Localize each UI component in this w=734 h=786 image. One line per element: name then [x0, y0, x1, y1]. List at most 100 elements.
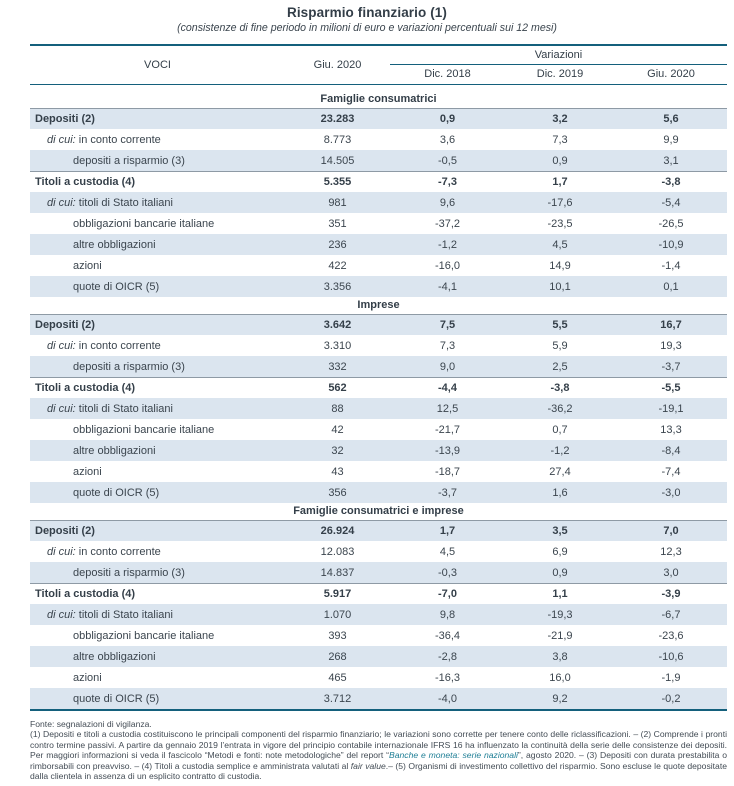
- table-row: altre obbligazioni 268 -2,8 3,8 -10,6: [30, 646, 727, 667]
- column-header-giu2020: Giu. 2020: [313, 59, 362, 71]
- cell-value: 43: [331, 465, 344, 478]
- table-row: Titoli a custodia (4) 5.917 -7,0 1,1 -3,9: [30, 583, 727, 604]
- cell-value: -6,7: [661, 608, 681, 621]
- cell-value: -3,8: [550, 382, 570, 394]
- cell-value: 1,6: [552, 486, 568, 499]
- table-row: Depositi (2) 23.283 0,9 3,2 5,6: [30, 108, 727, 129]
- cell-value: 7,3: [552, 133, 568, 146]
- table-row: depositi a risparmio (3) 14.505 -0,5 0,9 3,1: [30, 150, 727, 171]
- cell-value: -4,4: [438, 382, 457, 394]
- cell-value: 7,0: [663, 525, 679, 537]
- cell-value: 8.773: [323, 133, 352, 146]
- cell-value: 268: [328, 650, 347, 663]
- table-row: altre obbligazioni 236 -1,2 4,5 -10,9: [30, 234, 727, 255]
- cell-value: 6,9: [552, 545, 568, 558]
- table-row: di cui: in conto corrente 12.083 4,5 6,9 12,…: [30, 541, 727, 562]
- cell-value: -7,3: [438, 176, 457, 188]
- cell-value: -21,9: [547, 629, 573, 642]
- cell-value: -1,4: [661, 259, 681, 272]
- table-row: Depositi (2) 26.924 1,7 3,5 7,0: [30, 520, 727, 541]
- cell-value: -1,2: [438, 238, 457, 251]
- cell-value: 351: [328, 217, 347, 230]
- column-header-dic2018: Dic. 2018: [424, 68, 471, 80]
- table-row: azioni 422 -16,0 14,9 -1,4: [30, 255, 727, 276]
- row-label: Titoli a custodia (4): [35, 382, 136, 394]
- table-row: quote di OICR (5) 356 -3,7 1,6 -3,0: [30, 482, 727, 503]
- cell-value: -36,4: [434, 629, 461, 642]
- table-row: depositi a risparmio (3) 332 9,0 2,5 -3,7: [30, 356, 727, 377]
- cell-value: -10,6: [658, 650, 684, 663]
- cell-value: 9,6: [439, 196, 456, 209]
- cell-value: 0,9: [552, 154, 568, 167]
- cell-value: 422: [328, 259, 347, 272]
- source-line: Fonte: segnalazioni di vigilanza.: [30, 719, 152, 729]
- row-label: di cui: in conto corrente: [47, 545, 161, 558]
- table-row: di cui: titoli di Stato italiani 981 9,6 -1…: [30, 192, 727, 213]
- cell-value: 12,3: [660, 545, 682, 558]
- row-label: Titoli a custodia (4): [35, 588, 136, 600]
- note-text: fair value: [350, 760, 386, 771]
- row-label: depositi a risparmio (3): [73, 360, 185, 373]
- table-row: obbligazioni bancarie italiane 42 -21,7 0,7…: [30, 419, 727, 440]
- cell-value: -3,7: [661, 360, 681, 373]
- cell-value: 7,5: [439, 319, 456, 331]
- cell-value: 3,6: [439, 133, 456, 146]
- table-row: di cui: titoli di Stato italiani 1.070 9,8…: [30, 604, 727, 625]
- table-row: depositi a risparmio (3) 14.837 -0,3 0,9 3,0: [30, 562, 727, 583]
- cell-value: -0,2: [661, 692, 681, 705]
- cell-value: 42: [331, 423, 344, 436]
- row-label: depositi a risparmio (3): [73, 566, 185, 579]
- cell-value: -3,7: [438, 486, 457, 499]
- row-label: Depositi (2): [35, 319, 95, 331]
- table-row: obbligazioni bancarie italiane 351 -37,2 -2…: [30, 213, 727, 234]
- note-text: .– (5) Organismi di investimento collett…: [30, 760, 727, 782]
- table-row: quote di OICR (5) 3.712 -4,0 9,2 -0,2: [30, 688, 727, 709]
- column-header-voci: VOCI: [144, 59, 171, 71]
- cell-value: -7,0: [438, 588, 457, 600]
- row-label: quote di OICR (5): [73, 692, 160, 705]
- cell-value: 0,1: [663, 280, 679, 293]
- cell-value: -16,0: [434, 259, 461, 272]
- cell-value: 14.837: [320, 566, 355, 579]
- column-header-giu2020-var: Giu. 2020: [647, 68, 695, 80]
- cell-value: -0,3: [438, 566, 457, 579]
- row-label: altre obbligazioni: [73, 238, 156, 251]
- cell-value: -17,6: [547, 196, 573, 209]
- cell-value: 12.083: [320, 545, 355, 558]
- cell-value: 332: [328, 360, 347, 373]
- column-header-dic2019: Dic. 2019: [536, 68, 584, 80]
- cell-value: -3,0: [661, 486, 681, 499]
- cell-value: 981: [328, 196, 347, 209]
- table-row: azioni 43 -18,7 27,4 -7,4: [30, 461, 727, 482]
- cell-value: 3,5: [552, 525, 568, 537]
- cell-value: -19,3: [547, 608, 573, 621]
- cell-value: 12,5: [436, 402, 459, 415]
- cell-value: 236: [328, 238, 347, 251]
- cell-value: 0,9: [439, 113, 456, 125]
- page-subtitle: (consistenze di fine periodo in milioni …: [177, 22, 557, 34]
- row-label: azioni: [73, 259, 102, 272]
- cell-value: 3.642: [323, 319, 352, 331]
- cell-value: -37,2: [434, 217, 461, 230]
- row-label: quote di OICR (5): [73, 486, 160, 499]
- cell-value: 9,0: [439, 360, 456, 373]
- row-label: di cui: in conto corrente: [47, 133, 161, 146]
- cell-value: 3.712: [323, 692, 352, 705]
- row-label: depositi a risparmio (3): [73, 154, 185, 167]
- notes-paragraph: (1) Depositi e titoli a custodia costitu…: [30, 729, 727, 781]
- cell-value: 26.924: [320, 525, 355, 537]
- cell-value: 4,5: [439, 545, 456, 558]
- cell-value: -23,6: [658, 629, 684, 642]
- cell-value: -5,4: [661, 196, 681, 209]
- cell-value: 3,1: [663, 154, 679, 167]
- cell-value: -13,9: [434, 444, 461, 457]
- note-text: (1) Depositi e titoli a custodia costitu…: [30, 729, 727, 761]
- table-row: azioni 465 -16,3 16,0 -1,9: [30, 667, 727, 688]
- cell-value: 16,0: [549, 671, 571, 684]
- cell-value: -0,5: [438, 154, 457, 167]
- cell-value: -4,0: [438, 692, 457, 705]
- cell-value: 13,3: [660, 423, 682, 436]
- cell-value: -5,5: [661, 382, 681, 394]
- cell-value: 0,7: [552, 423, 568, 436]
